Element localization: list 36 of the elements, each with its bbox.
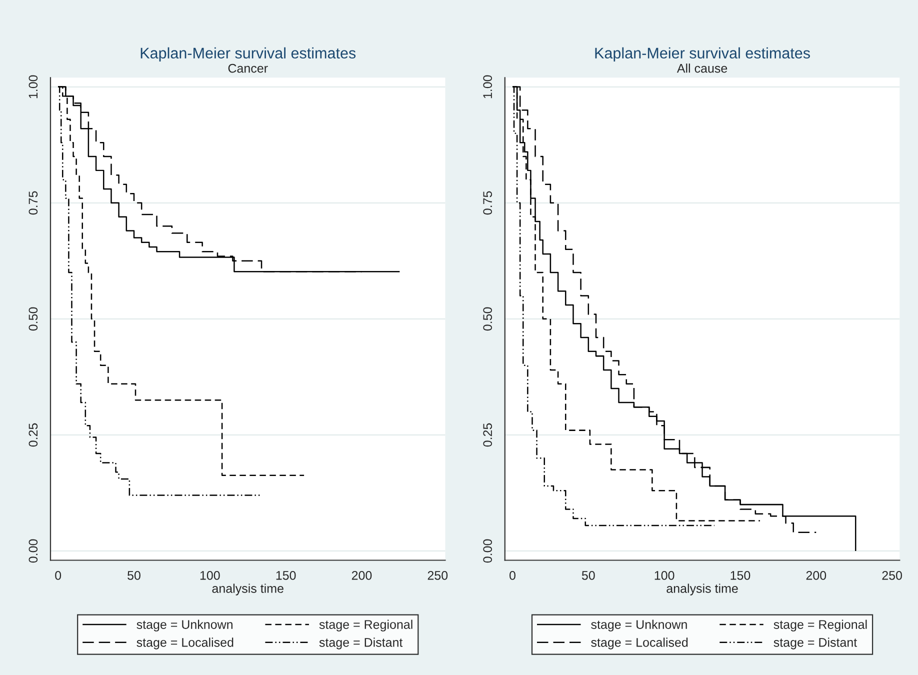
legend-label: stage = Distant <box>319 638 403 650</box>
x-tick-label: 50 <box>128 570 140 580</box>
legend-label: stage = Distant <box>774 638 858 650</box>
legend-label: stage = Regional <box>319 620 412 632</box>
legend-label: stage = Localised <box>591 638 688 650</box>
y-tick-label: 0.00 <box>28 539 38 563</box>
legend-label: stage = Regional <box>774 620 867 632</box>
chart-subtitle: All cause <box>676 64 728 73</box>
y-tick-label: 0.75 <box>28 191 38 215</box>
y-tick-label: 0.25 <box>483 423 492 447</box>
x-tick-label: 100 <box>200 570 220 580</box>
x-tick-label: 250 <box>882 570 902 580</box>
legend-label: stage = Localised <box>136 638 234 650</box>
x-tick-label: 250 <box>428 570 448 580</box>
y-tick-label: 0.75 <box>483 191 492 215</box>
y-tick-label: 0.50 <box>28 307 38 331</box>
y-tick-label: 0.00 <box>483 539 492 563</box>
x-tick-label: 0 <box>510 570 516 580</box>
x-axis-title: analysis time <box>212 584 284 596</box>
x-tick-label: 50 <box>582 570 595 580</box>
legend-label: stage = Unknown <box>136 620 232 632</box>
chart-subtitle: Cancer <box>228 64 268 73</box>
chart-title: Kaplan-Meier survival estimates <box>595 47 810 62</box>
x-tick-label: 0 <box>55 570 62 580</box>
x-tick-label: 200 <box>806 570 826 580</box>
chart-title: Kaplan-Meier survival estimates <box>140 47 356 62</box>
legend-label: stage = Unknown <box>591 620 687 632</box>
y-tick-label: 1.00 <box>483 75 492 98</box>
x-tick-label: 200 <box>352 570 372 580</box>
y-tick-label: 0.50 <box>483 307 492 331</box>
x-tick-label: 150 <box>730 570 750 580</box>
y-tick-label: 0.25 <box>28 423 38 447</box>
y-tick-label: 1.00 <box>28 75 38 98</box>
x-tick-label: 100 <box>654 570 674 580</box>
x-tick-label: 150 <box>276 570 296 580</box>
x-axis-title: analysis time <box>666 584 738 596</box>
